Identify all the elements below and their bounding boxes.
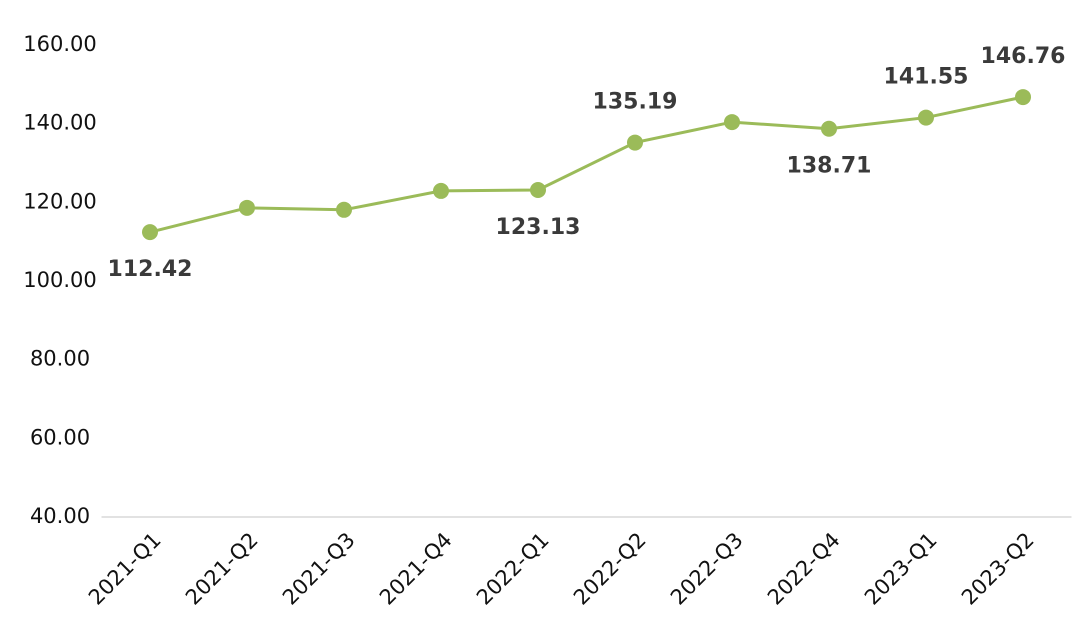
data-point xyxy=(433,182,449,199)
x-tick-label: 2021-Q3 xyxy=(278,528,360,610)
data-label: 138.71 xyxy=(787,154,872,179)
data-point xyxy=(239,199,255,216)
data-label: 112.42 xyxy=(108,257,193,282)
x-tick-label: 2022-Q3 xyxy=(666,528,748,610)
y-tick-label: 40.00 xyxy=(30,504,90,528)
y-tick-label: 80.00 xyxy=(30,347,90,371)
data-point xyxy=(1015,89,1031,106)
data-point xyxy=(724,114,740,131)
y-tick-label: 100.00 xyxy=(23,268,96,292)
x-tick-label: 2021-Q1 xyxy=(84,528,166,610)
x-tick-label: 2022-Q1 xyxy=(472,528,554,610)
data-point xyxy=(142,224,158,241)
y-tick-label: 140.00 xyxy=(23,111,96,135)
data-label: 141.55 xyxy=(884,65,969,90)
x-tick-label: 2022-Q2 xyxy=(569,528,651,610)
x-tick-label: 2021-Q4 xyxy=(375,528,457,610)
data-label: 135.19 xyxy=(593,90,678,115)
y-tick-label: 60.00 xyxy=(30,425,90,449)
y-tick-label: 160.00 xyxy=(23,32,96,56)
x-tick-label: 2023-Q2 xyxy=(957,528,1039,610)
data-point xyxy=(821,120,837,137)
data-point xyxy=(530,182,546,199)
data-label: 146.76 xyxy=(981,44,1066,69)
data-label: 123.13 xyxy=(496,215,581,240)
data-point xyxy=(336,201,352,218)
x-tick-label: 2021-Q2 xyxy=(181,528,263,610)
series-line xyxy=(149,95,1024,234)
data-point xyxy=(918,109,934,126)
x-tick-label: 2023-Q1 xyxy=(860,528,942,610)
data-point xyxy=(627,134,643,151)
x-tick-label: 2022-Q4 xyxy=(763,528,845,610)
y-tick-label: 120.00 xyxy=(23,189,96,213)
